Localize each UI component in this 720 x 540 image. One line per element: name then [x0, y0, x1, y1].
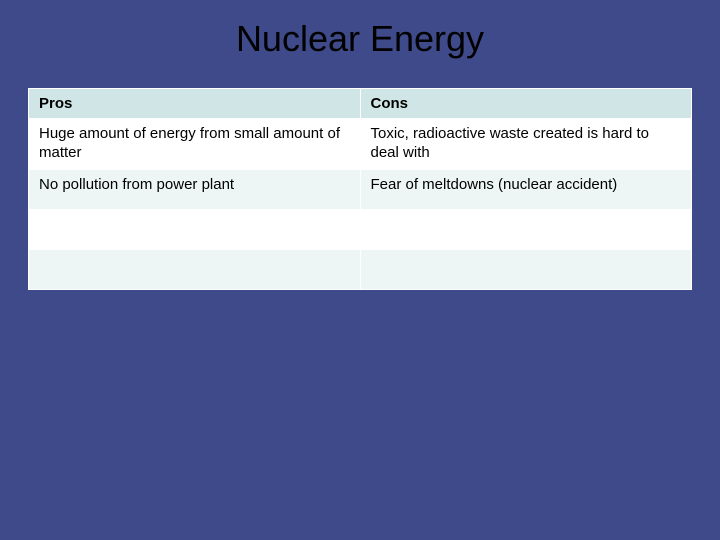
cell-cons: Fear of meltdowns (nuclear accident): [360, 169, 692, 209]
cell-pros: Huge amount of energy from small amount …: [29, 119, 361, 170]
table-container: Pros Cons Huge amount of energy from sma…: [0, 88, 720, 290]
cell-pros: [29, 209, 361, 249]
table-row: Huge amount of energy from small amount …: [29, 119, 692, 170]
table-row: [29, 209, 692, 249]
col-header-cons: Cons: [360, 89, 692, 119]
cell-cons: [360, 209, 692, 249]
slide-title: Nuclear Energy: [0, 0, 720, 88]
col-header-pros: Pros: [29, 89, 361, 119]
table-header-row: Pros Cons: [29, 89, 692, 119]
cell-pros: No pollution from power plant: [29, 169, 361, 209]
cell-pros: [29, 249, 361, 289]
cell-cons: Toxic, radioactive waste created is hard…: [360, 119, 692, 170]
cell-cons: [360, 249, 692, 289]
pros-cons-table: Pros Cons Huge amount of energy from sma…: [28, 88, 692, 290]
table-row: No pollution from power plant Fear of me…: [29, 169, 692, 209]
table-row: [29, 249, 692, 289]
